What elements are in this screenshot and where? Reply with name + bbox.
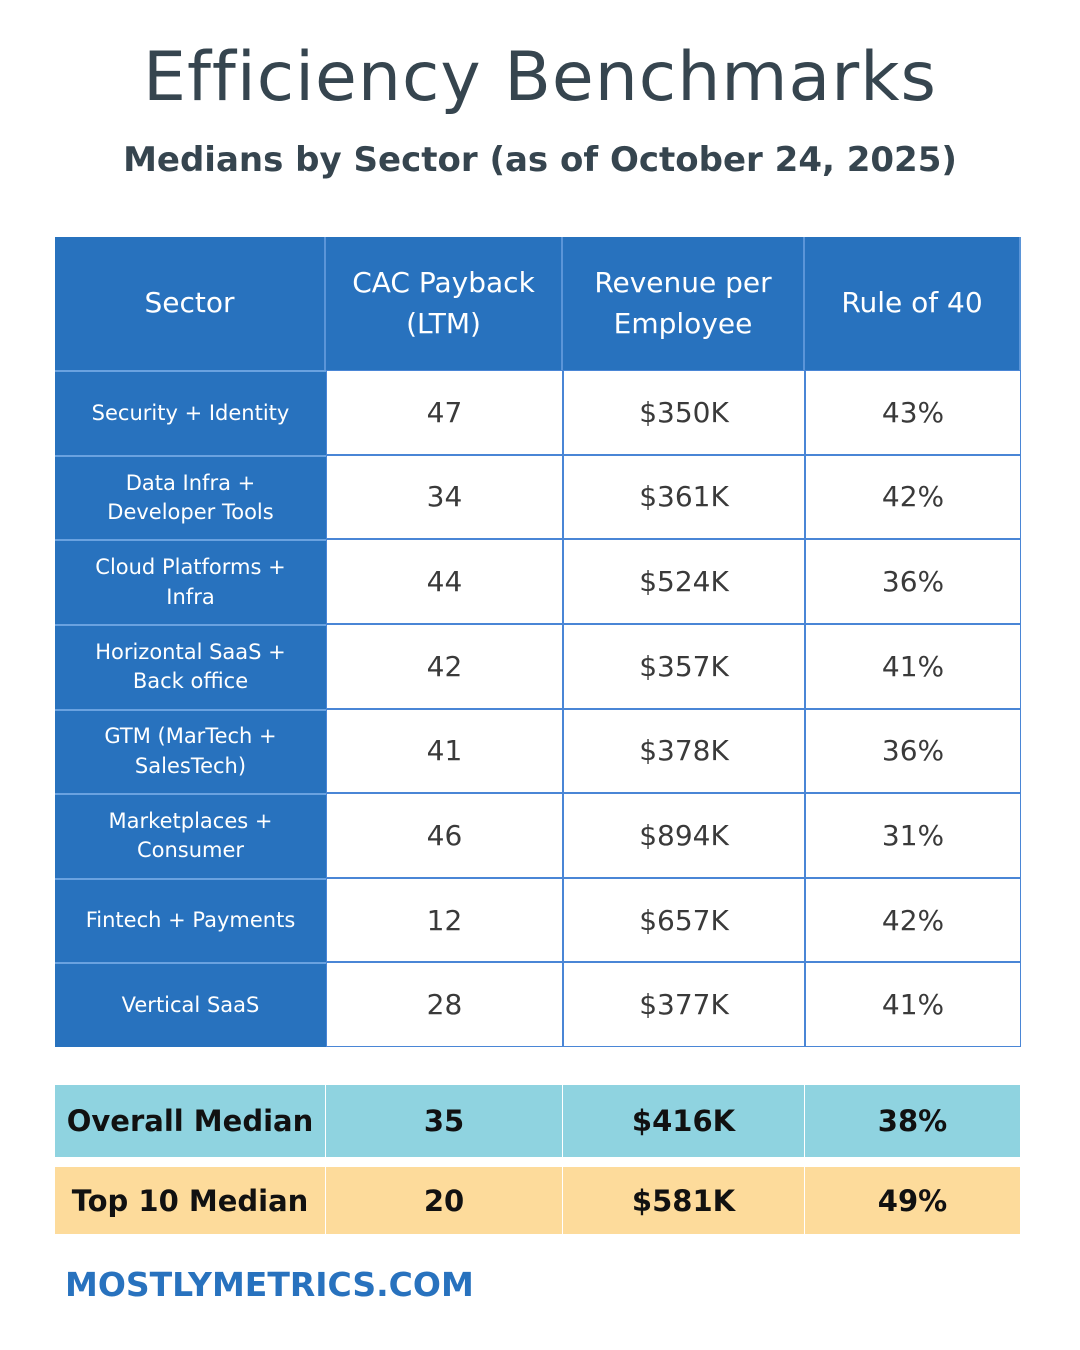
column-header: Sector — [55, 237, 326, 370]
table-cell: 12 — [326, 877, 563, 963]
summary-cell: 38% — [805, 1085, 1021, 1157]
summary-cell: $581K — [563, 1167, 805, 1234]
row-label: Security + Identity — [55, 370, 326, 455]
summary-cell: $416K — [563, 1085, 805, 1157]
summary-cell: 20 — [326, 1167, 563, 1234]
row-label: Marketplaces + Consumer — [55, 793, 326, 878]
table-cell: 41 — [326, 708, 563, 794]
title: Efficiency Benchmarks — [143, 38, 937, 117]
table-cell: 41% — [805, 623, 1021, 709]
table-cell: $350K — [563, 370, 805, 455]
table-cell: 46 — [326, 793, 563, 878]
table-cell: 41% — [805, 962, 1021, 1047]
table-cell: $377K — [563, 962, 805, 1047]
column-header: Revenue per Employee — [563, 237, 805, 370]
table-cell: 47 — [326, 370, 563, 455]
table-cell: 36% — [805, 539, 1021, 624]
row-label: Data Infra + Developer Tools — [55, 454, 326, 540]
table-cell: 31% — [805, 793, 1021, 878]
column-header: CAC Payback (LTM) — [326, 237, 563, 370]
summary-label: Overall Median — [55, 1085, 326, 1157]
row-label: GTM (MarTech + SalesTech) — [55, 708, 326, 794]
table-cell: 43% — [805, 370, 1021, 455]
row-label: Horizontal SaaS + Back office — [55, 623, 326, 709]
table-cell: 42% — [805, 454, 1021, 540]
table-cell: 34 — [326, 454, 563, 540]
table-cell: 36% — [805, 708, 1021, 794]
summary-cell: 35 — [326, 1085, 563, 1157]
table-cell: $378K — [563, 708, 805, 794]
table-cell: $524K — [563, 539, 805, 624]
summary-label: Top 10 Median — [55, 1167, 326, 1234]
table-cell: $657K — [563, 877, 805, 963]
table-cell: 42% — [805, 877, 1021, 963]
table-cell: $361K — [563, 454, 805, 540]
row-label: Vertical SaaS — [55, 962, 326, 1047]
subtitle: Medians by Sector (as of October 24, 202… — [123, 140, 957, 180]
column-header: Rule of 40 — [805, 237, 1021, 370]
table-cell: 28 — [326, 962, 563, 1047]
footer-source: MOSTLYMETRICS.COM — [65, 1265, 474, 1304]
table-cell: 42 — [326, 623, 563, 709]
table-cell: $894K — [563, 793, 805, 878]
row-label: Fintech + Payments — [55, 877, 326, 963]
row-label: Cloud Platforms + Infra — [55, 539, 326, 624]
table-cell: 44 — [326, 539, 563, 624]
table-cell: $357K — [563, 623, 805, 709]
summary-cell: 49% — [805, 1167, 1021, 1234]
